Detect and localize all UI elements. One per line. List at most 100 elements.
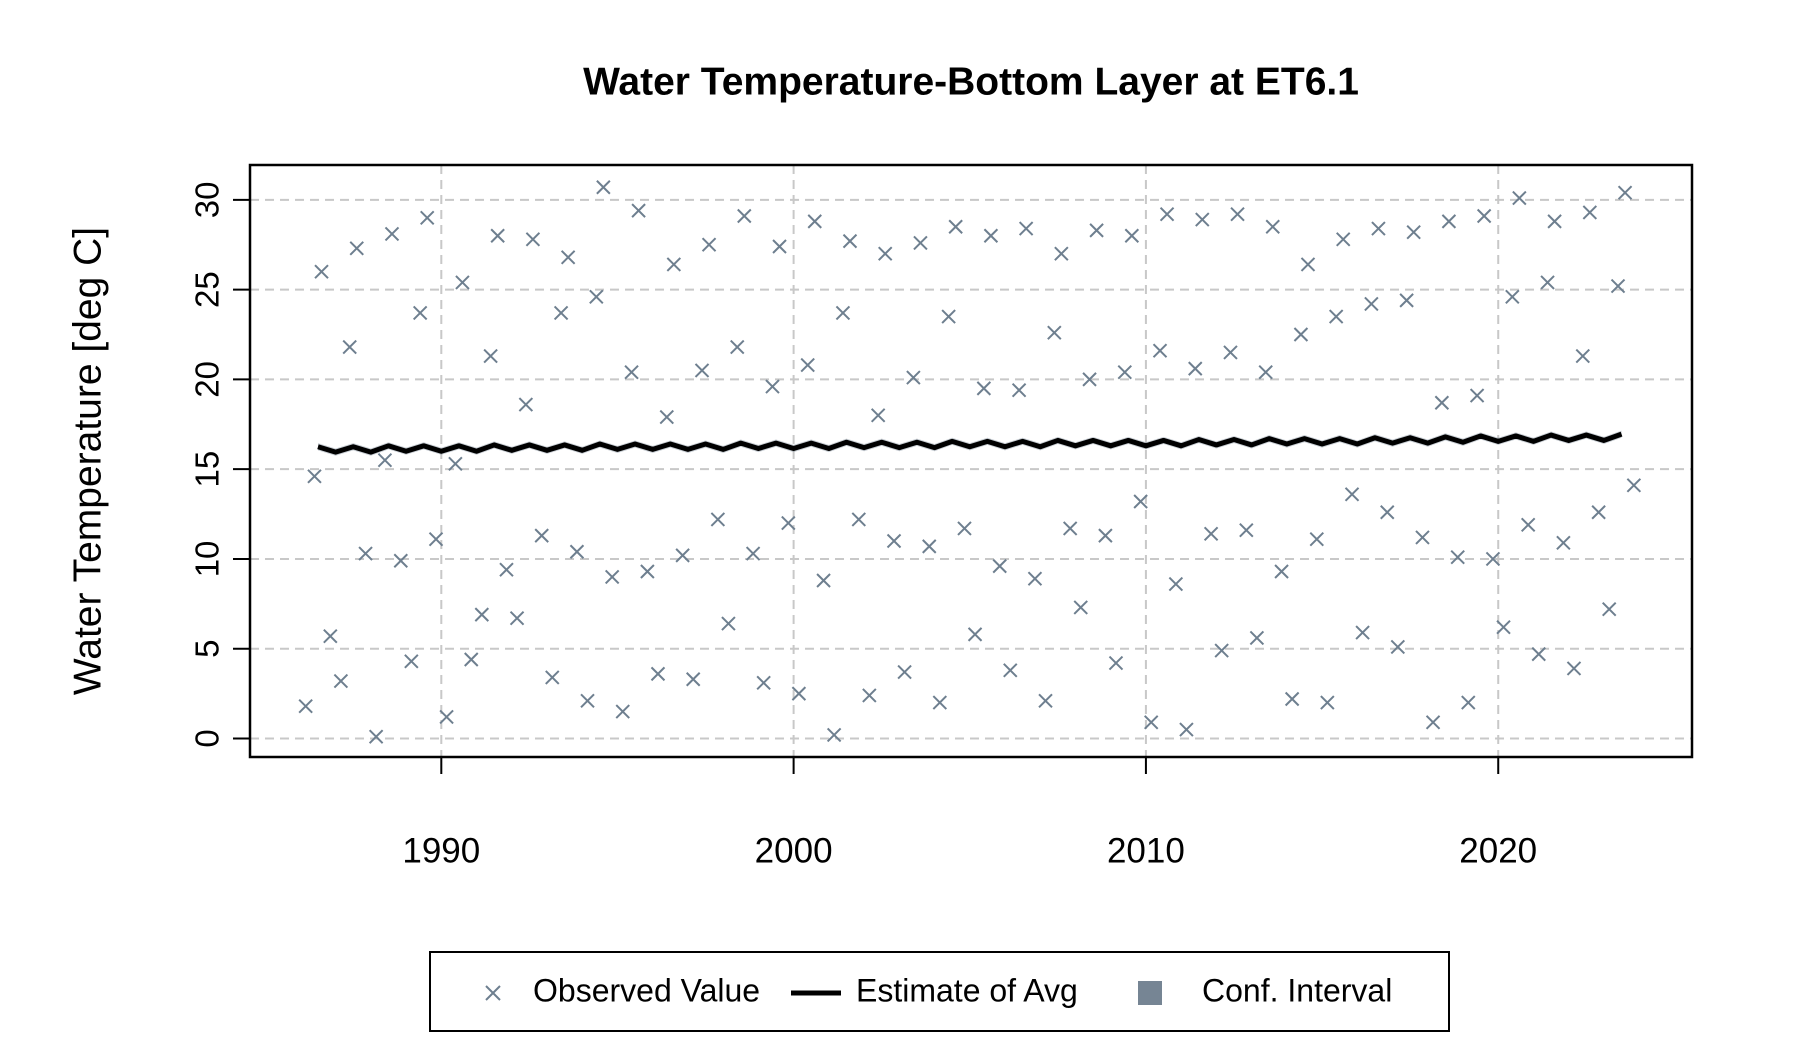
observed-point	[685, 672, 701, 687]
observed-point	[1531, 646, 1546, 662]
observed-point	[1047, 325, 1062, 340]
x-tick-label: 1990	[402, 831, 480, 870]
observed-point	[1540, 275, 1555, 290]
observed-point	[1566, 661, 1582, 676]
observed-point	[1144, 715, 1159, 730]
observed-point	[1626, 478, 1642, 493]
observed-point	[650, 666, 666, 682]
observed-point	[1082, 372, 1097, 387]
observed-point	[631, 203, 646, 218]
observed-point	[624, 365, 639, 380]
observed-point	[534, 528, 549, 543]
observed-point	[604, 569, 620, 585]
observed-point	[941, 309, 956, 324]
observed-point	[1284, 691, 1300, 707]
y-tick-label: 30	[189, 181, 226, 218]
x-tick-label: 2000	[755, 831, 833, 870]
observed-point	[1152, 343, 1168, 358]
y-tick-label: 5	[189, 640, 226, 658]
y-tick-label: 25	[189, 271, 226, 308]
observed-point	[675, 548, 690, 563]
observed-point	[464, 652, 479, 667]
observed-point	[913, 235, 928, 251]
observed-point	[772, 239, 787, 254]
observed-point	[1274, 564, 1289, 579]
observed-point	[349, 241, 364, 256]
observed-point	[1309, 531, 1324, 547]
observed-point	[490, 228, 505, 243]
observed-point	[807, 214, 822, 229]
observed-point	[474, 607, 490, 622]
observed-point	[518, 397, 534, 412]
plot-frame	[248, 163, 1694, 759]
observed-point	[1038, 693, 1053, 709]
observed-point	[1089, 223, 1104, 238]
observed-point	[701, 237, 717, 252]
observed-point	[1073, 600, 1088, 615]
observed-point	[1390, 639, 1406, 655]
observed-point	[448, 456, 463, 471]
observed-point	[1214, 643, 1229, 658]
observed-point	[483, 348, 498, 364]
observed-point	[922, 539, 937, 554]
observed-point	[1179, 722, 1194, 737]
observed-point	[596, 180, 611, 195]
observed-point	[560, 250, 576, 265]
observed-point	[1124, 228, 1140, 243]
observed-point	[816, 573, 831, 588]
observed-point	[737, 208, 752, 224]
observed-point	[314, 264, 329, 279]
observed-point	[1258, 365, 1273, 380]
observed-point	[615, 704, 630, 719]
observed-point	[1415, 530, 1430, 545]
legend-label: Conf. Interval	[1202, 972, 1392, 1008]
observed-point	[1062, 521, 1078, 536]
plot-area	[298, 180, 1642, 744]
observed-point	[1344, 487, 1360, 502]
chart-title: Water Temperature-Bottom Layer at ET6.1	[583, 60, 1359, 103]
observed-point	[1602, 602, 1617, 617]
observed-point	[870, 408, 886, 423]
observed-point	[1011, 382, 1027, 398]
observed-point	[710, 512, 726, 527]
observed-point	[1117, 365, 1132, 380]
observed-point	[1027, 571, 1043, 586]
observed-point	[932, 695, 948, 710]
observed-point	[666, 257, 682, 272]
observed-point	[428, 531, 444, 547]
observed-point	[659, 409, 674, 425]
observed-point	[509, 610, 525, 626]
observed-point	[1328, 309, 1344, 324]
observed-point	[1450, 549, 1465, 565]
observed-point	[323, 628, 338, 644]
observed-point	[1320, 695, 1335, 710]
legend-symbol	[485, 985, 501, 1001]
observed-point	[1547, 214, 1562, 229]
observed-point	[1293, 327, 1309, 342]
observed-point	[1355, 625, 1370, 640]
observed-point	[1476, 208, 1492, 224]
observed-point	[1249, 630, 1265, 646]
observed-point	[983, 228, 999, 243]
observed-point	[1336, 232, 1351, 247]
observed-point	[439, 709, 454, 725]
observed-point	[404, 654, 419, 669]
observed-point	[499, 562, 514, 577]
observed-point	[412, 305, 428, 321]
observed-point	[1003, 663, 1018, 678]
observed-point	[1441, 214, 1457, 229]
observed-point	[1380, 505, 1395, 520]
observed-point	[878, 246, 893, 261]
observed-point	[1108, 655, 1124, 671]
observed-point	[897, 664, 912, 680]
observed-point	[1133, 494, 1148, 509]
x-tick-label: 2010	[1107, 831, 1185, 870]
observed-point	[384, 226, 400, 242]
observed-point	[640, 564, 655, 579]
observed-point	[1230, 206, 1245, 222]
observed-point	[455, 275, 470, 290]
observed-point	[835, 305, 851, 321]
observed-point	[948, 219, 963, 234]
observed-point	[525, 232, 541, 247]
